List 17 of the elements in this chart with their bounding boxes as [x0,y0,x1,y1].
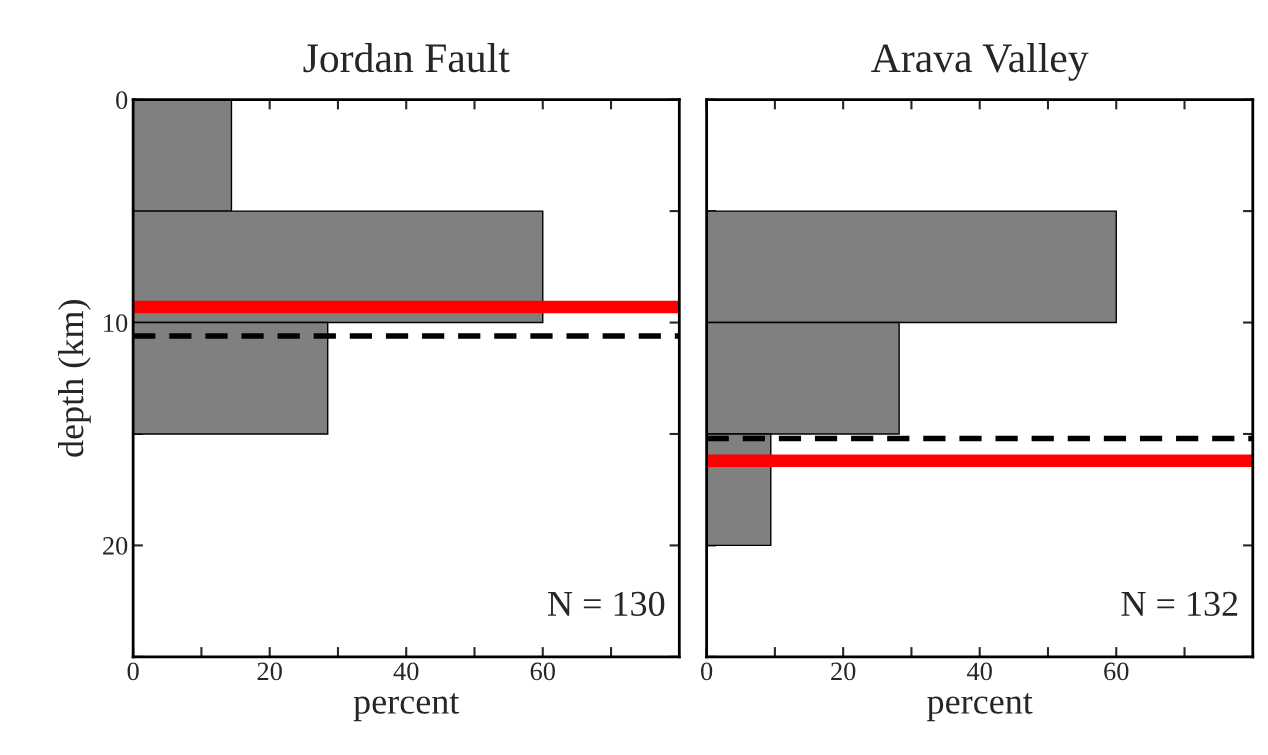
chart-title: Jordan Fault [303,42,510,73]
chart-title: Arava Valley [871,42,1089,81]
x-tick-label: 60 [1104,662,1129,681]
y-tick-label: 0 [116,91,128,110]
x-tick-label: 0 [701,662,713,681]
y-axis-title: depth (km) [58,300,91,457]
x-tick-label: 60 [530,662,555,681]
y-tick-label: 10 [104,314,128,332]
x-tick-label: 40 [967,662,992,681]
x-tick-label: 20 [831,662,856,681]
x-tick-label: 40 [393,662,419,681]
annotation: N = 132 [1121,591,1238,617]
x-axis-title: percent [927,693,1033,722]
x-tick-label: 20 [257,662,282,681]
annotation: N = 130 [548,591,665,617]
y-tick-label: 20 [103,537,128,555]
x-axis-title: percent [353,693,460,722]
